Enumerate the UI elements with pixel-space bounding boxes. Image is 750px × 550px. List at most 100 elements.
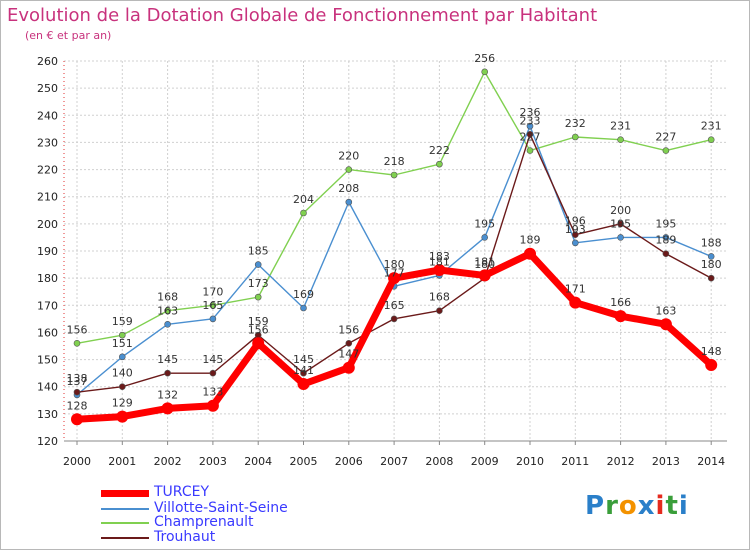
data-point <box>73 388 81 396</box>
data-label: 163 <box>157 304 178 317</box>
data-point <box>481 68 489 76</box>
logo-letter: t <box>665 491 679 521</box>
data-point <box>569 296 582 309</box>
data-label: 236 <box>520 106 541 119</box>
data-label: 140 <box>112 367 133 380</box>
data-label: 183 <box>429 250 450 263</box>
y-tick-label: 150 <box>37 354 58 367</box>
data-point <box>209 301 217 309</box>
data-point <box>705 359 718 371</box>
x-tick-label: 2009 <box>471 455 499 468</box>
data-label: 145 <box>157 353 178 366</box>
data-point <box>119 331 126 339</box>
data-point <box>390 315 398 323</box>
data-label: 189 <box>655 234 676 247</box>
chart-legend: TURCEY Villotte-Saint-Seine Champrenault… <box>101 484 361 545</box>
data-label: 145 <box>293 353 314 366</box>
data-label: 195 <box>655 217 676 230</box>
legend-item-champrenault: Champrenault <box>101 514 361 531</box>
data-label: 166 <box>610 296 631 309</box>
data-point <box>164 369 171 377</box>
chart-title: Evolution de la Dotation Globale de Fonc… <box>7 5 598 26</box>
data-label: 168 <box>157 291 178 304</box>
data-label: 168 <box>429 291 450 304</box>
data-point <box>119 383 126 391</box>
data-label: 145 <box>202 353 223 366</box>
legend-swatch-turcey <box>101 490 149 497</box>
x-tick-label: 2006 <box>335 455 363 468</box>
data-point <box>526 122 534 130</box>
y-tick-label: 170 <box>37 299 58 312</box>
data-label: 173 <box>248 277 269 290</box>
data-point <box>342 361 355 374</box>
data-point <box>659 318 672 331</box>
data-label: 141 <box>293 364 314 377</box>
data-point <box>707 253 715 260</box>
data-point <box>390 171 398 179</box>
data-label: 232 <box>565 117 586 130</box>
x-tick-label: 2005 <box>290 455 318 468</box>
data-point <box>707 136 715 144</box>
logo-letter: x <box>637 491 656 521</box>
data-point <box>73 339 81 347</box>
data-label: 195 <box>610 217 631 230</box>
x-tick-label: 2012 <box>607 455 635 468</box>
data-label: 163 <box>655 304 676 317</box>
data-point <box>300 369 307 377</box>
legend-swatch-trouhaut <box>101 537 149 539</box>
data-label: 165 <box>384 299 405 312</box>
data-label: 128 <box>67 399 88 412</box>
x-tick-label: 2002 <box>154 455 182 468</box>
data-point <box>617 136 624 144</box>
y-tick-label: 190 <box>37 245 58 258</box>
data-label: 147 <box>338 348 359 361</box>
data-point <box>478 269 491 282</box>
y-tick-label: 120 <box>37 435 58 448</box>
x-tick-label: 2011 <box>561 455 589 468</box>
data-point <box>71 413 83 426</box>
data-label: 165 <box>202 299 223 312</box>
data-point <box>252 337 265 350</box>
proxiti-logo: Proxiti <box>585 491 689 521</box>
legend-swatch-champrenault <box>101 522 149 524</box>
data-point <box>526 147 534 154</box>
logo-letter: P <box>585 491 606 521</box>
logo-letter: r <box>605 491 619 521</box>
y-tick-label: 160 <box>37 326 58 339</box>
data-label: 181 <box>474 255 495 268</box>
data-label: 129 <box>112 397 133 410</box>
data-point <box>161 402 174 415</box>
data-point <box>436 160 443 168</box>
logo-letter: i <box>655 491 666 521</box>
data-point <box>662 234 670 241</box>
data-point <box>662 147 670 154</box>
data-point <box>617 234 624 241</box>
data-point <box>433 264 446 276</box>
data-point <box>345 198 353 206</box>
data-label: 181 <box>429 255 450 268</box>
x-tick-label: 2010 <box>516 455 544 468</box>
x-tick-label: 2000 <box>63 455 91 468</box>
data-label: 132 <box>157 388 178 401</box>
legend-swatch-villotte <box>101 508 149 510</box>
legend-label-champrenault: Champrenault <box>154 514 254 530</box>
data-label: 159 <box>248 315 269 328</box>
x-tick-label: 2008 <box>425 455 453 468</box>
data-label: 156 <box>67 323 88 336</box>
y-tick-label: 180 <box>37 272 58 285</box>
data-label: 231 <box>610 120 631 133</box>
x-tick-label: 2003 <box>199 455 227 468</box>
data-point <box>524 247 536 260</box>
data-label: 159 <box>112 315 133 328</box>
data-point <box>297 378 310 390</box>
data-point <box>119 353 126 361</box>
data-point <box>164 307 171 315</box>
data-point <box>707 274 715 282</box>
data-label: 185 <box>248 245 269 258</box>
data-label: 180 <box>701 258 722 271</box>
data-label: 222 <box>429 144 450 157</box>
data-label: 148 <box>701 345 722 358</box>
y-tick-label: 200 <box>37 218 58 231</box>
